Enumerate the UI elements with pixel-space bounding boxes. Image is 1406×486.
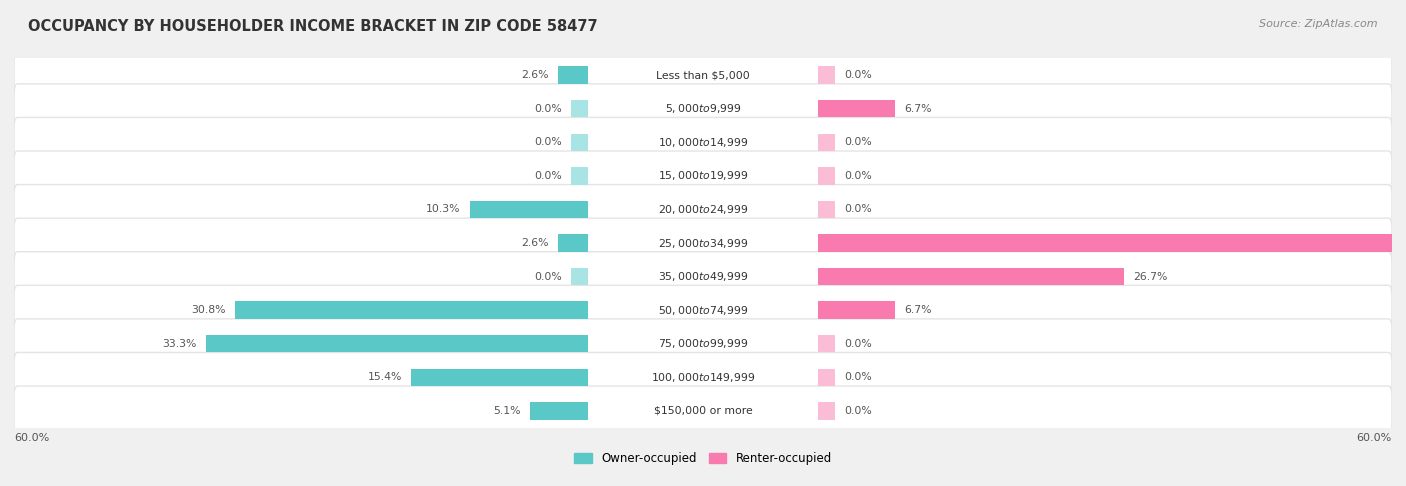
Text: 2.6%: 2.6% [522,238,550,248]
Text: 5.1%: 5.1% [494,406,520,416]
Text: 10.3%: 10.3% [426,205,461,214]
FancyBboxPatch shape [14,352,1392,402]
Text: 0.0%: 0.0% [844,70,872,80]
Text: 6.7%: 6.7% [904,104,931,114]
Text: 26.7%: 26.7% [1133,272,1168,281]
Text: 0.0%: 0.0% [844,406,872,416]
FancyBboxPatch shape [14,84,1392,134]
Bar [558,67,588,84]
Bar [818,234,1406,252]
Text: 0.0%: 0.0% [844,171,872,181]
Text: 60.0%: 60.0% [14,433,49,443]
Text: 2.6%: 2.6% [522,70,550,80]
Text: Less than $5,000: Less than $5,000 [657,70,749,80]
Bar [571,167,588,185]
Legend: Owner-occupied, Renter-occupied: Owner-occupied, Renter-occupied [569,447,837,470]
Bar [571,134,588,151]
Bar [818,368,835,386]
FancyBboxPatch shape [14,118,1392,167]
Bar [530,402,588,419]
Text: $5,000 to $9,999: $5,000 to $9,999 [665,102,741,115]
Bar [205,335,588,352]
Text: Source: ZipAtlas.com: Source: ZipAtlas.com [1260,19,1378,30]
Text: 0.0%: 0.0% [534,272,562,281]
Text: 6.7%: 6.7% [904,305,931,315]
Text: 0.0%: 0.0% [534,104,562,114]
Bar [818,201,835,218]
Text: 33.3%: 33.3% [162,339,197,349]
Bar [818,301,894,319]
Bar [235,301,588,319]
Bar [818,335,835,352]
FancyBboxPatch shape [14,50,1392,100]
Text: 15.4%: 15.4% [368,372,402,382]
FancyBboxPatch shape [14,252,1392,301]
Bar [818,134,835,151]
Text: $15,000 to $19,999: $15,000 to $19,999 [658,169,748,182]
FancyBboxPatch shape [14,151,1392,201]
Bar [470,201,588,218]
Text: 0.0%: 0.0% [844,205,872,214]
Text: 30.8%: 30.8% [191,305,225,315]
Text: 0.0%: 0.0% [534,171,562,181]
FancyBboxPatch shape [14,185,1392,234]
FancyBboxPatch shape [14,319,1392,368]
Bar [412,368,588,386]
Bar [818,268,1125,285]
FancyBboxPatch shape [14,285,1392,335]
Text: $150,000 or more: $150,000 or more [654,406,752,416]
FancyBboxPatch shape [14,218,1392,268]
Bar [571,100,588,118]
Text: $50,000 to $74,999: $50,000 to $74,999 [658,304,748,317]
Text: 60.0%: 60.0% [1357,433,1392,443]
Text: $35,000 to $49,999: $35,000 to $49,999 [658,270,748,283]
Text: $20,000 to $24,999: $20,000 to $24,999 [658,203,748,216]
Text: 0.0%: 0.0% [534,137,562,147]
Bar [818,67,835,84]
Text: 0.0%: 0.0% [844,372,872,382]
Bar [818,167,835,185]
Bar [558,234,588,252]
Bar [818,100,894,118]
Bar [571,268,588,285]
Bar [818,402,835,419]
Text: 0.0%: 0.0% [844,137,872,147]
Text: $75,000 to $99,999: $75,000 to $99,999 [658,337,748,350]
Text: $25,000 to $34,999: $25,000 to $34,999 [658,237,748,249]
FancyBboxPatch shape [14,386,1392,436]
Text: OCCUPANCY BY HOUSEHOLDER INCOME BRACKET IN ZIP CODE 58477: OCCUPANCY BY HOUSEHOLDER INCOME BRACKET … [28,19,598,35]
Text: 0.0%: 0.0% [844,339,872,349]
Text: $100,000 to $149,999: $100,000 to $149,999 [651,371,755,384]
Text: $10,000 to $14,999: $10,000 to $14,999 [658,136,748,149]
